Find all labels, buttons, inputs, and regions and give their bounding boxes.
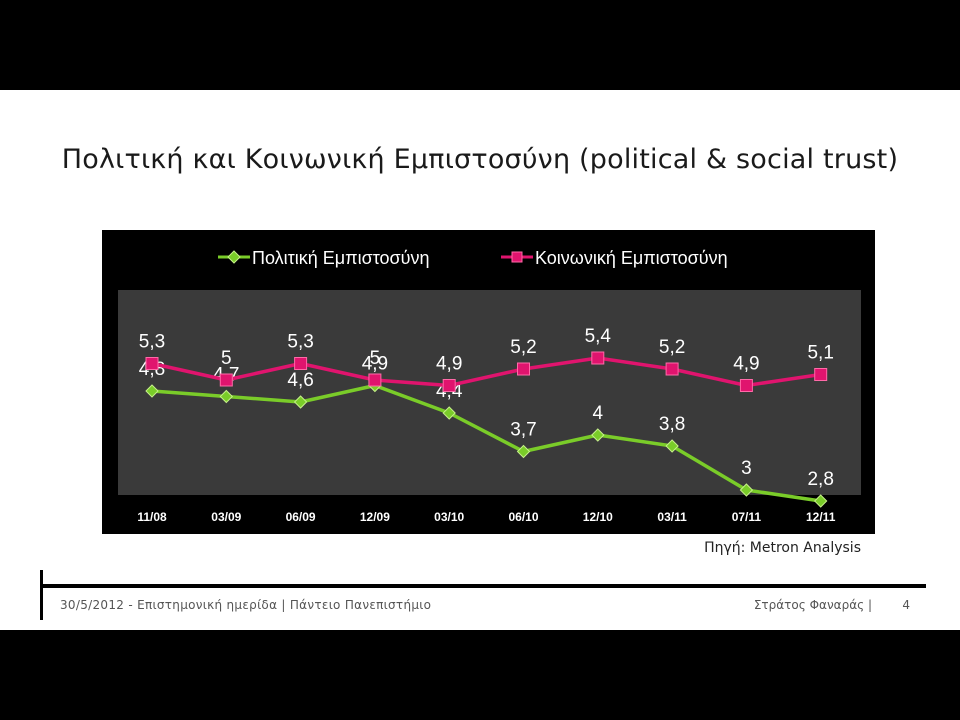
data-point <box>815 495 827 507</box>
data-label: 5,2 <box>659 337 685 358</box>
data-point <box>666 363 678 375</box>
footer-tick <box>40 570 43 620</box>
data-point <box>740 380 752 392</box>
data-label: 5 <box>221 348 232 369</box>
data-point <box>443 380 455 392</box>
legend-label: Κοινωνική Εμπιστοσύνη <box>535 248 728 268</box>
line-chart: 11/08 03/09 06/09 12/09 03/10 06/10 12/10 03/11… <box>102 230 875 534</box>
x-tick-label: 11/08 <box>137 510 167 524</box>
data-label: 5,3 <box>139 332 165 353</box>
data-label: 5 <box>370 348 381 369</box>
slide-title: Πολιτική και Κοινωνική Εμπιστοσύνη (poli… <box>0 144 960 175</box>
footer-event: 30/5/2012 - Επιστημονική ημερίδα | Πάντε… <box>60 598 431 612</box>
legend-marker <box>512 252 522 262</box>
x-tick-label: 12/09 <box>360 510 390 524</box>
data-point <box>146 358 158 370</box>
data-point <box>815 369 827 381</box>
legend-marker <box>228 251 240 263</box>
data-point <box>518 363 530 375</box>
data-label: 4,9 <box>436 354 462 375</box>
footer-author: Στράτος Φαναράς | <box>700 598 872 612</box>
data-label: 3 <box>741 458 752 479</box>
x-tick-label: 03/11 <box>657 510 687 524</box>
data-point <box>295 358 307 370</box>
chart-svg: 11/08 03/09 06/09 12/09 03/10 06/10 12/10 03/11… <box>102 230 875 534</box>
x-tick-label: 06/09 <box>286 510 316 524</box>
data-point <box>369 374 381 386</box>
data-label: 2,8 <box>807 469 833 490</box>
x-tick-label: 06/10 <box>508 510 538 524</box>
data-label: 3,7 <box>510 420 536 441</box>
data-label: 5,1 <box>807 343 833 364</box>
page-number: 4 <box>880 598 910 612</box>
data-point <box>220 374 232 386</box>
data-label: 5,2 <box>510 337 536 358</box>
data-label: 5,4 <box>585 326 612 347</box>
x-tick-label: 03/10 <box>434 510 464 524</box>
footer-divider <box>40 584 926 588</box>
data-label: 4 <box>593 403 604 424</box>
data-label: 4,6 <box>287 370 313 391</box>
data-point <box>592 352 604 364</box>
data-label: 4,9 <box>733 354 759 375</box>
x-tick-label: 03/09 <box>211 510 241 524</box>
source-note: Πηγή: Metron Analysis <box>600 540 861 556</box>
data-label: 5,3 <box>287 332 313 353</box>
data-label: 3,8 <box>659 414 685 435</box>
legend-label: Πολιτική Εμπιστοσύνη <box>252 248 430 268</box>
x-tick-label: 12/10 <box>583 510 613 524</box>
x-tick-label: 07/11 <box>732 510 762 524</box>
x-tick-label: 12/11 <box>806 510 836 524</box>
